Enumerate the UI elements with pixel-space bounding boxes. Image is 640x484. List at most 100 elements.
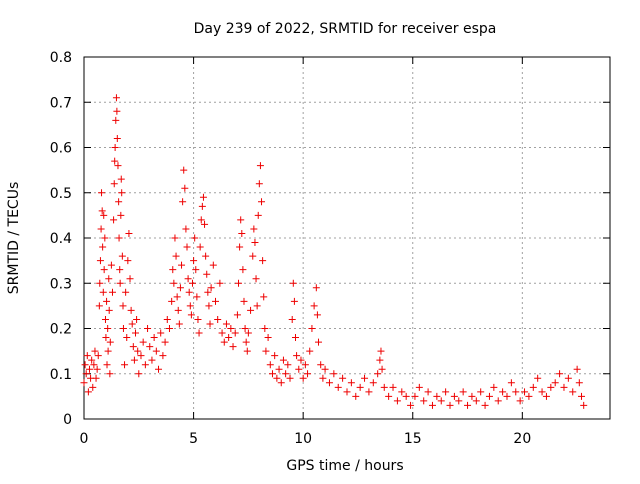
data-point [126,275,134,283]
data-point [334,383,342,391]
data-point [118,189,126,197]
data-point [264,334,272,342]
data-point [81,361,89,369]
data-point [125,229,133,237]
data-point [103,361,111,369]
data-point [197,216,205,224]
data-point [361,374,369,382]
data-point [569,388,577,396]
data-point [521,388,529,396]
data-point [251,239,259,247]
data-point [231,329,239,337]
data-point [450,392,458,400]
data-point [95,302,103,310]
data-point [580,401,588,409]
data-point [279,356,287,364]
data-point [119,302,127,310]
y-tick-label: 0.3 [50,276,72,292]
data-point [171,234,179,242]
data-point [459,388,467,396]
data-point [216,279,224,287]
data-point [343,388,351,396]
data-point [556,370,564,378]
data-point [161,338,169,346]
data-point [194,315,202,323]
data-point [238,229,246,237]
data-point [295,365,303,373]
y-tick-label: 0.5 [50,186,72,202]
data-point [398,388,406,396]
data-point [240,297,248,305]
data-point [481,401,489,409]
data-point [133,315,141,323]
data-point [112,116,120,124]
data-point [301,361,309,369]
data-point [290,297,298,305]
data-points [80,94,588,409]
data-point [112,94,120,102]
data-point [385,392,393,400]
y-axis-label: SRMTID / TECUs [6,182,22,295]
data-point [415,383,423,391]
data-point [291,334,299,342]
data-point [152,347,160,355]
data-point [179,198,187,206]
data-point [256,162,264,170]
data-point [113,107,121,115]
data-point [352,392,360,400]
data-point [306,347,314,355]
chart-title: Day 239 of 2022, SRMTID for receiver esp… [194,21,497,37]
y-tick-label: 0 [63,412,72,428]
data-point [111,144,119,151]
data-point [575,379,583,387]
data-point [573,365,581,373]
data-point [128,320,136,328]
data-point [80,379,88,387]
data-point [282,370,290,378]
data-point [191,234,199,242]
data-point [273,374,281,382]
data-point [202,252,210,260]
data-point [116,279,124,287]
data-point [468,392,476,400]
data-point [239,266,247,274]
data-point [146,343,154,351]
data-point [144,325,152,332]
data-point [564,374,572,382]
data-point [237,216,245,224]
data-point [186,302,194,310]
data-point [516,397,524,405]
data-point [172,252,180,260]
data-point [98,189,106,197]
data-point [115,234,123,242]
data-point [169,266,177,274]
data-point [472,397,480,405]
data-point [205,302,213,310]
data-point [165,325,173,332]
data-point [247,306,255,314]
plot-frame [83,56,611,420]
data-point [369,379,377,387]
data-point [236,243,244,251]
data-point [193,293,201,301]
y-tick-label: 0.1 [50,367,72,383]
data-point [407,401,415,409]
x-tick-label: 10 [294,431,312,447]
data-point [255,180,263,188]
data-point [377,347,385,355]
data-point [122,288,130,296]
data-point [181,184,189,192]
data-point [241,325,249,332]
x-axis-label: GPS time / hours [286,458,403,474]
data-point [235,279,243,287]
data-point [233,311,241,319]
data-point [424,388,432,396]
data-point [101,234,109,242]
data-point [547,383,555,391]
data-point [260,293,268,301]
data-point [271,352,279,360]
data-point [551,379,559,387]
data-point [289,279,297,287]
